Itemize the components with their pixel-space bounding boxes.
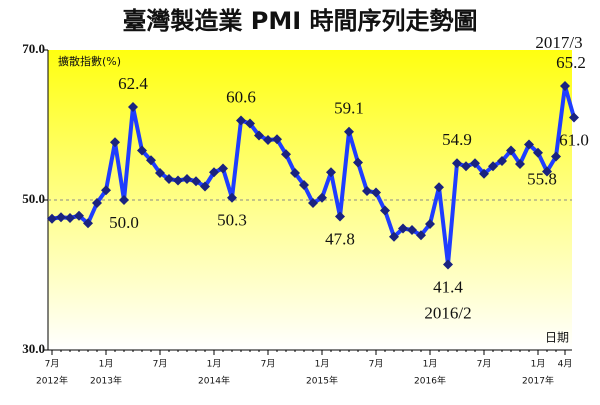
marker <box>443 259 453 270</box>
marker <box>200 181 210 192</box>
marker <box>218 163 228 174</box>
x-tick-label: 7月 <box>153 359 168 370</box>
marker <box>326 167 336 178</box>
x-tick-label: 7月 <box>477 359 492 370</box>
marker <box>110 137 120 148</box>
marker <box>236 115 246 126</box>
marker <box>254 130 264 141</box>
marker <box>362 186 372 196</box>
data-label: 50.3 <box>217 211 247 230</box>
marker <box>524 139 534 150</box>
marker <box>65 213 75 223</box>
x-tick-label: 1月 <box>423 359 438 370</box>
date-label: 2017/3 <box>535 33 582 52</box>
x-tick-label: 1月 <box>99 359 114 370</box>
marker <box>398 223 408 234</box>
data-label: 50.0 <box>109 213 139 232</box>
marker <box>488 161 498 172</box>
x-group-label: 2012年 <box>36 375 68 387</box>
y-tick-label: 70.0 <box>22 41 45 56</box>
data-label: 59.1 <box>334 99 364 118</box>
chart-title: 臺灣製造業 PMI 時間序列走勢圖 <box>122 7 477 35</box>
marker <box>146 155 156 166</box>
y-tick-label: 50.0 <box>22 191 45 206</box>
date-label: 2016/2 <box>424 303 471 322</box>
x-tick-label: 1月 <box>531 359 546 370</box>
marker <box>560 81 570 91</box>
marker <box>263 135 273 145</box>
data-label: 65.2 <box>556 53 586 72</box>
marker <box>245 118 255 129</box>
marker <box>83 218 93 229</box>
marker <box>461 161 471 172</box>
data-label: 60.6 <box>226 87 256 106</box>
y-axis-label: 擴散指數(%) <box>58 54 121 68</box>
x-tick-label: 7月 <box>45 359 60 370</box>
marker <box>569 112 579 123</box>
marker <box>317 192 327 203</box>
data-label: 41.4 <box>433 277 463 296</box>
x-axis-label: 日期 <box>545 331 569 345</box>
data-label: 47.8 <box>325 229 355 248</box>
marker <box>191 176 201 187</box>
marker <box>533 147 543 158</box>
y-tick-label: 30.0 <box>22 341 45 356</box>
marker <box>272 134 282 145</box>
marker <box>551 151 561 162</box>
marker <box>434 182 444 193</box>
marker <box>371 187 381 198</box>
marker <box>452 158 462 169</box>
marker <box>353 157 363 168</box>
data-label: 61.0 <box>559 130 589 149</box>
marker <box>47 213 57 224</box>
marker <box>407 225 417 235</box>
marker <box>416 230 426 241</box>
x-tick-label: 1月 <box>207 359 222 370</box>
marker <box>308 198 318 208</box>
marker <box>542 166 552 177</box>
marker <box>470 158 480 169</box>
x-tick-label: 4月 <box>558 359 573 370</box>
marker <box>335 211 345 222</box>
marker <box>182 174 192 184</box>
marker <box>281 149 291 160</box>
marker <box>92 198 102 208</box>
marker <box>290 168 300 178</box>
x-group-label: 2015年 <box>306 375 338 387</box>
marker <box>497 156 507 166</box>
marker <box>425 219 435 229</box>
x-group-label: 2017年 <box>522 375 554 387</box>
marker <box>479 168 489 179</box>
marker <box>74 210 84 221</box>
marker <box>101 185 111 196</box>
marker <box>389 231 399 242</box>
marker <box>155 168 165 178</box>
marker <box>164 174 174 184</box>
marker <box>173 175 183 186</box>
x-tick-label: 7月 <box>261 359 276 370</box>
marker <box>209 167 219 178</box>
marker <box>344 126 354 137</box>
x-group-label: 2013年 <box>90 375 122 387</box>
data-label: 54.9 <box>442 130 472 149</box>
data-label: 62.4 <box>118 74 148 93</box>
marker <box>299 180 309 190</box>
marker <box>137 145 147 156</box>
marker <box>128 102 138 112</box>
marker <box>380 205 390 216</box>
x-tick-label: 7月 <box>369 359 384 370</box>
marker <box>506 145 516 156</box>
marker <box>227 192 237 203</box>
marker <box>119 195 129 205</box>
marker <box>56 212 66 223</box>
data-label: 55.8 <box>527 169 557 188</box>
marker <box>515 159 525 169</box>
x-tick-label: 1月 <box>315 359 330 370</box>
x-group-label: 2014年 <box>198 375 230 387</box>
x-group-label: 2016年 <box>414 375 446 387</box>
